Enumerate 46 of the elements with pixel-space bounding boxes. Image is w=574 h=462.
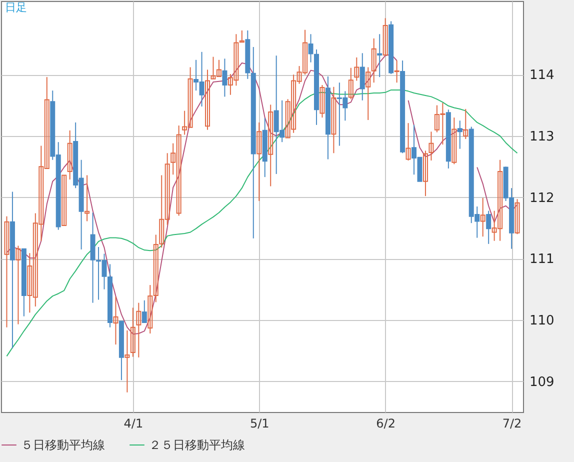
candlestick bbox=[331, 86, 336, 154]
x-tick-label: 6/2 bbox=[376, 416, 396, 430]
candlestick bbox=[130, 307, 136, 358]
chart-title: 日足 bbox=[5, 1, 27, 14]
x-tick-label: 5/1 bbox=[250, 416, 270, 430]
y-tick-label: 112 bbox=[530, 190, 554, 206]
candlestick bbox=[457, 120, 462, 150]
candlestick bbox=[348, 67, 354, 100]
y-tick-label: 113 bbox=[530, 129, 554, 144]
y-tick-label: 110 bbox=[530, 313, 554, 328]
candlestick bbox=[4, 216, 10, 328]
x-tick-label: 7/2 bbox=[502, 416, 522, 430]
candlestick bbox=[428, 131, 434, 161]
legend-label: ２５日移動平均線 bbox=[149, 438, 245, 452]
candlestick bbox=[394, 60, 400, 84]
candlestick bbox=[113, 296, 118, 346]
candlestick bbox=[480, 197, 486, 238]
candlestick bbox=[463, 108, 468, 140]
candlestick bbox=[67, 130, 72, 180]
candlestick bbox=[377, 34, 382, 78]
x-tick-label: 4/1 bbox=[124, 416, 144, 430]
candlestick bbox=[422, 150, 428, 197]
y-tick-label: 111 bbox=[530, 252, 554, 268]
candlestick bbox=[256, 122, 262, 202]
candlestick bbox=[205, 69, 210, 130]
y-tick-label: 109 bbox=[530, 374, 554, 390]
candlestick bbox=[486, 210, 492, 244]
candlestick bbox=[222, 58, 228, 98]
candlestick bbox=[514, 198, 520, 235]
y-tick-label: 114 bbox=[530, 68, 554, 84]
candlestick bbox=[371, 38, 376, 84]
candlestick bbox=[142, 300, 147, 323]
candlestick bbox=[366, 66, 371, 121]
candlestick bbox=[382, 18, 388, 56]
candlestick bbox=[360, 52, 365, 101]
legend-label: ５日移動平均線 bbox=[21, 438, 105, 452]
candlestick bbox=[136, 302, 142, 358]
candlestick bbox=[320, 84, 325, 118]
candlestick bbox=[452, 117, 457, 165]
candlestick bbox=[16, 245, 21, 325]
candlestick bbox=[268, 104, 274, 187]
candlestick bbox=[84, 174, 90, 222]
candlestick bbox=[62, 174, 67, 226]
candlestick bbox=[124, 330, 130, 393]
candlestick bbox=[406, 122, 411, 161]
candlestick bbox=[354, 56, 360, 82]
